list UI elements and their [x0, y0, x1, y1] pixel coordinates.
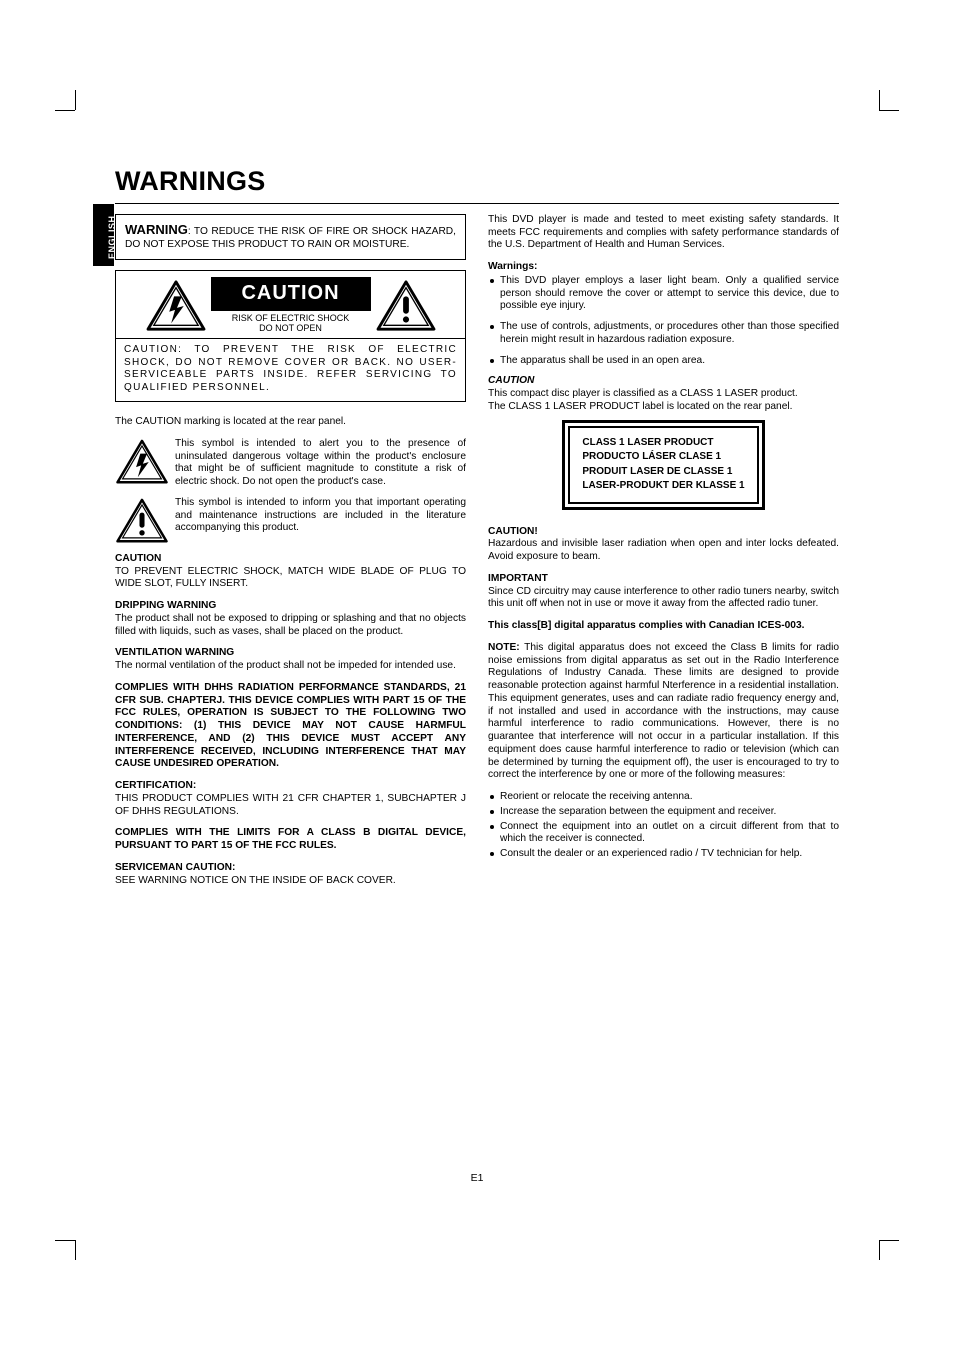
- right-intro: This DVD player is made and tested to me…: [488, 214, 839, 252]
- laser-label-line: PRODUIT LASER DE CLASSE 1: [582, 466, 744, 479]
- lightning-triangle-icon: [145, 279, 207, 333]
- symbol-row-2: This symbol is intended to inform you th…: [115, 497, 466, 545]
- caution-para: CAUTION TO PREVENT ELECTRIC SHOCK, MATCH…: [115, 553, 466, 591]
- caution-top: CAUTION RISK OF ELECTRIC SHOCK DO NOT OP…: [116, 271, 465, 338]
- dripping-body: The product shall not be exposed to drip…: [115, 613, 466, 637]
- warnings-item: The apparatus shall be used in an open a…: [488, 355, 839, 368]
- warning-lead: WARNING: [125, 222, 188, 237]
- measures-item: Reorient or relocate the receiving anten…: [488, 791, 839, 804]
- ventilation-body: The normal ventilation of the product sh…: [115, 660, 456, 671]
- serviceman-body: SEE WARNING NOTICE ON THE INSIDE OF BACK…: [115, 875, 396, 886]
- dhhs-para: COMPLIES WITH DHHS RADIATION PERFORMANCE…: [115, 682, 466, 771]
- ices-para: This class[B] digital apparatus complies…: [488, 620, 839, 633]
- symbol-1-text: This symbol is intended to alert you to …: [175, 438, 466, 489]
- caution-ital-heading: CAUTION: [488, 375, 839, 388]
- right-column: This DVD player is made and tested to me…: [488, 214, 839, 897]
- caution-bang-heading: CAUTION!: [488, 526, 538, 537]
- laser-label-line: LASER-PRODUKT DER KLASSE 1: [582, 480, 744, 493]
- classb-para: COMPLIES WITH THE LIMITS FOR A CLASS B D…: [115, 827, 466, 853]
- caution-bang-body: Hazardous and invisible laser radiation …: [488, 538, 839, 562]
- certification-body: THIS PRODUCT COMPLIES WITH 21 CFR CHAPTE…: [115, 793, 466, 817]
- columns: WARNING: TO REDUCE THE RISK OF FIRE OR S…: [115, 214, 839, 897]
- caution-badge: CAUTION: [211, 277, 371, 311]
- warnings-item: This DVD player employs a laser light be…: [488, 275, 839, 313]
- caution-heading: CAUTION: [115, 553, 161, 564]
- note-lead: NOTE:: [488, 642, 520, 653]
- note-para: NOTE: This digital apparatus does not ex…: [488, 642, 839, 782]
- measures-item: Consult the dealer or an experienced rad…: [488, 848, 839, 861]
- warnings-item: The use of controls, adjustments, or pro…: [488, 321, 839, 347]
- certification-para: CERTIFICATION: THIS PRODUCT COMPLIES WIT…: [115, 780, 466, 818]
- dripping-para: DRIPPING WARNING The product shall not b…: [115, 600, 466, 638]
- left-column: WARNING: TO REDUCE THE RISK OF FIRE OR S…: [115, 214, 466, 897]
- caution-r-1: This compact disc player is classified a…: [488, 388, 839, 401]
- measures-item: Increase the separation between the equi…: [488, 806, 839, 819]
- page: ENGLISH WARNINGS WARNING: TO REDUCE THE …: [0, 0, 954, 1350]
- caution-block-text: CAUTION: TO PREVENT THE RISK OF ELECTRIC…: [116, 338, 465, 401]
- measures-item: Connect the equipment into an outlet on …: [488, 821, 839, 847]
- important-para: IMPORTANT Since CD circuitry may cause i…: [488, 573, 839, 611]
- caution-sub: RISK OF ELECTRIC SHOCK DO NOT OPEN: [211, 314, 371, 334]
- exclamation-triangle-icon: [375, 279, 437, 333]
- important-body: Since CD circuitry may cause interferenc…: [488, 586, 839, 610]
- caution-body: TO PREVENT ELECTRIC SHOCK, MATCH WIDE BL…: [115, 566, 466, 590]
- title-rule: [115, 203, 839, 204]
- language-tab: ENGLISH: [93, 204, 114, 266]
- page-number: E1: [0, 1172, 954, 1185]
- warning-box: WARNING: TO REDUCE THE RISK OF FIRE OR S…: [115, 214, 466, 261]
- laser-label-line: PRODUCTO LÁSER CLASE 1: [582, 451, 744, 464]
- exclamation-triangle-icon: [115, 497, 169, 545]
- serviceman-heading: SERVICEMAN CAUTION:: [115, 862, 235, 873]
- note-body: This digital apparatus does not exceed t…: [488, 642, 839, 781]
- serviceman-para: SERVICEMAN CAUTION: SEE WARNING NOTICE O…: [115, 862, 466, 888]
- symbol-2-text: This symbol is intended to inform you th…: [175, 497, 466, 545]
- important-heading: IMPORTANT: [488, 573, 548, 584]
- caution-sub-2: DO NOT OPEN: [259, 323, 322, 333]
- ventilation-heading: VENTILATION WARNING: [115, 647, 234, 658]
- laser-label-line: CLASS 1 LASER PRODUCT: [582, 437, 744, 450]
- laser-label: CLASS 1 LASER PRODUCT PRODUCTO LÁSER CLA…: [562, 420, 764, 510]
- warnings-list: This DVD player employs a laser light be…: [488, 275, 839, 368]
- warnings-heading: Warnings:: [488, 261, 839, 274]
- laser-label-wrap: CLASS 1 LASER PRODUCT PRODUCTO LÁSER CLA…: [488, 420, 839, 510]
- symbol-row-1: This symbol is intended to alert you to …: [115, 438, 466, 489]
- caution-r-2: The CLASS 1 LASER PRODUCT label is locat…: [488, 401, 839, 414]
- dripping-heading: DRIPPING WARNING: [115, 600, 216, 611]
- caution-bang-para: CAUTION! Hazardous and invisible laser r…: [488, 526, 839, 564]
- page-title: WARNINGS: [115, 165, 839, 199]
- measures-list: Reorient or relocate the receiving anten…: [488, 791, 839, 861]
- caution-sub-1: RISK OF ELECTRIC SHOCK: [232, 313, 350, 323]
- certification-heading: CERTIFICATION:: [115, 780, 196, 791]
- laser-label-inner: CLASS 1 LASER PRODUCT PRODUCTO LÁSER CLA…: [568, 426, 758, 504]
- ventilation-para: VENTILATION WARNING The normal ventilati…: [115, 647, 466, 673]
- caution-block: CAUTION RISK OF ELECTRIC SHOCK DO NOT OP…: [115, 270, 466, 402]
- marking-note: The CAUTION marking is located at the re…: [115, 416, 466, 429]
- language-tab-label: ENGLISH: [107, 215, 118, 259]
- caution-mid: CAUTION RISK OF ELECTRIC SHOCK DO NOT OP…: [211, 277, 371, 334]
- lightning-triangle-icon: [115, 438, 169, 486]
